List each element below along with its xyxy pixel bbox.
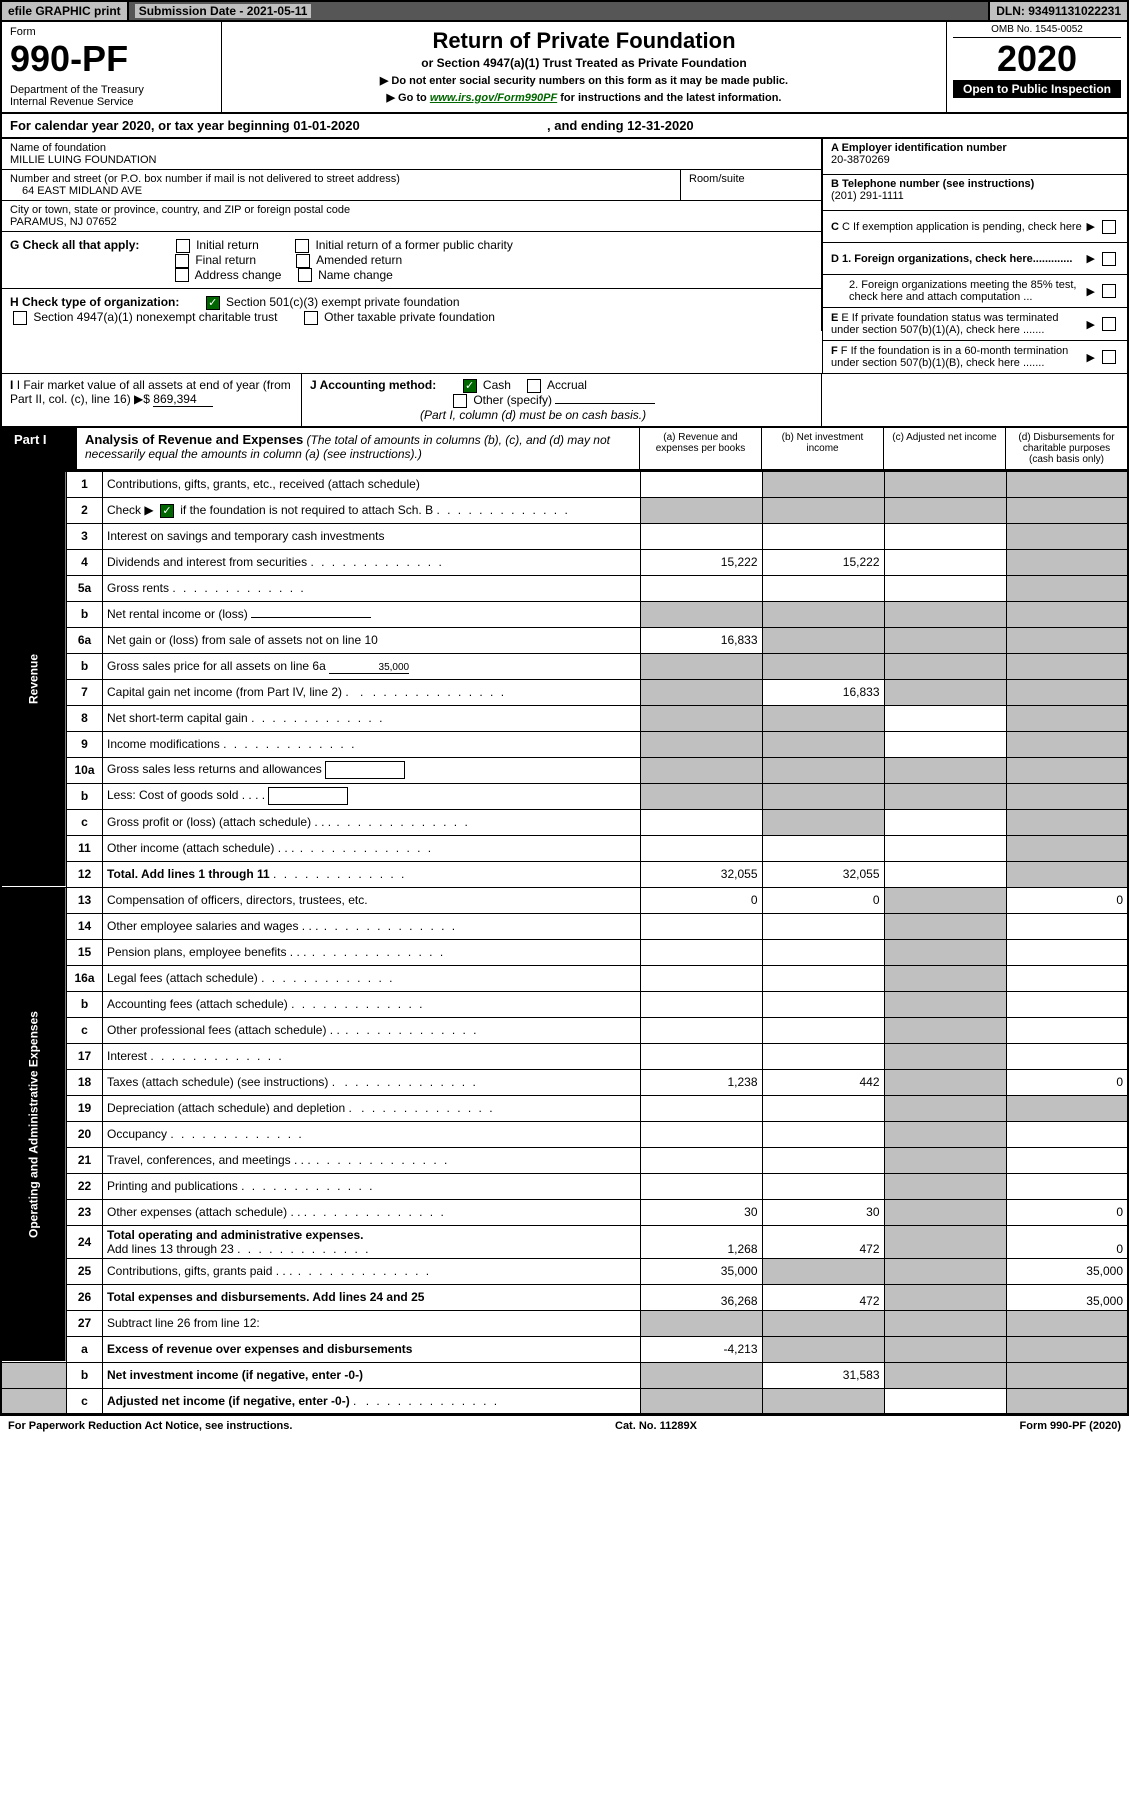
part1-table: Revenue 1Contributions, gifts, grants, e… — [0, 471, 1129, 1416]
r7-b: 16,833 — [762, 679, 884, 705]
initial-former-checkbox[interactable] — [295, 239, 309, 253]
efile-label[interactable]: efile GRAPHIC print — [2, 2, 129, 20]
c-checkbox[interactable] — [1102, 220, 1116, 234]
dln-label: DLN: 93491131022231 — [990, 2, 1127, 20]
col-a-hdr: (a) Revenue and expenses per books — [639, 428, 761, 469]
d1-checkbox[interactable] — [1102, 252, 1116, 266]
addr-cell: Number and street (or P.O. box number if… — [2, 170, 681, 201]
final-return-checkbox[interactable] — [175, 254, 189, 268]
ein-cell: A Employer identification number 20-3870… — [822, 139, 1127, 175]
street-address: 64 EAST MIDLAND AVE — [10, 185, 672, 197]
inst-2: ▶ Go to www.irs.gov/Form990PF for instru… — [232, 91, 936, 104]
d2-row: 2. Foreign organizations meeting the 85%… — [822, 275, 1127, 308]
city-state-zip: PARAMUS, NJ 07652 — [10, 216, 813, 228]
form-number: 990-PF — [10, 38, 213, 80]
cash-checkbox[interactable] — [463, 379, 477, 393]
info-right: A Employer identification number 20-3870… — [822, 139, 1127, 373]
r12-a: 32,055 — [640, 861, 762, 887]
phone-value: (201) 291-1111 — [831, 190, 904, 202]
d2-checkbox[interactable] — [1102, 284, 1116, 298]
city-cell: City or town, state or province, country… — [2, 201, 821, 232]
r12-b: 32,055 — [762, 861, 884, 887]
part1-label: Part I — [2, 428, 77, 469]
other-taxable-checkbox[interactable] — [304, 311, 318, 325]
foundation-name-cell: Name of foundation MILLIE LUING FOUNDATI… — [2, 139, 821, 170]
revenue-vlabel: Revenue — [1, 471, 67, 887]
r4-a: 15,222 — [640, 549, 762, 575]
e-row: E E If private foundation status was ter… — [822, 308, 1127, 341]
col-b-hdr: (b) Net investment income — [761, 428, 883, 469]
r4-b: 15,222 — [762, 549, 884, 575]
form-label: Form — [10, 26, 213, 38]
open-public: Open to Public Inspection — [953, 80, 1121, 98]
amended-checkbox[interactable] — [296, 254, 310, 268]
top-bar: efile GRAPHIC print Submission Date - 20… — [0, 0, 1129, 22]
section-j: J Accounting method: Cash Accrual Other … — [302, 374, 822, 426]
foundation-name: MILLIE LUING FOUNDATION — [10, 154, 813, 166]
dept-label: Department of the Treasury Internal Reve… — [10, 84, 213, 108]
section-i: I I Fair market value of all assets at e… — [2, 374, 302, 426]
d1-row: D 1. Foreign organizations, check here..… — [822, 243, 1127, 275]
col-d-hdr: (d) Disbursements for charitable purpose… — [1005, 428, 1127, 469]
e-checkbox[interactable] — [1102, 317, 1116, 331]
omb-number: OMB No. 1545-0052 — [953, 24, 1121, 38]
expenses-vlabel: Operating and Administrative Expenses — [1, 887, 67, 1362]
tax-year: 2020 — [953, 38, 1121, 80]
phone-cell: B Telephone number (see instructions) (2… — [822, 175, 1127, 211]
paperwork-notice: For Paperwork Reduction Act Notice, see … — [8, 1420, 292, 1432]
ein-value: 20-3870269 — [831, 154, 890, 166]
ij-row: I I Fair market value of all assets at e… — [0, 373, 1129, 428]
fmv-value: 869,394 — [153, 392, 213, 407]
part1-desc: Analysis of Revenue and Expenses (The to… — [77, 428, 639, 469]
f-checkbox[interactable] — [1102, 350, 1116, 364]
col-c-hdr: (c) Adjusted net income — [883, 428, 1005, 469]
r6a-a: 16,833 — [640, 627, 762, 653]
c-row: C C If exemption application is pending,… — [822, 211, 1127, 243]
section-h: H Check type of organization: Section 50… — [2, 289, 821, 331]
room-cell: Room/suite — [681, 170, 821, 201]
schb-checkbox[interactable] — [160, 504, 174, 518]
form-title: Return of Private Foundation — [232, 28, 936, 54]
subdate-text: Submission Date - 2021-05-11 — [135, 4, 312, 18]
cat-no: Cat. No. 11289X — [615, 1420, 697, 1432]
form-id-col: Form 990-PF Department of the Treasury I… — [2, 22, 222, 112]
submission-date: Submission Date - 2021-05-11 — [129, 2, 991, 20]
initial-return-checkbox[interactable] — [176, 239, 190, 253]
info-grid: Name of foundation MILLIE LUING FOUNDATI… — [0, 139, 1129, 373]
4947-checkbox[interactable] — [13, 311, 27, 325]
form-header: Form 990-PF Department of the Treasury I… — [0, 22, 1129, 114]
inst-1: ▶ Do not enter social security numbers o… — [232, 74, 936, 87]
irs-link[interactable]: www.irs.gov/Form990PF — [430, 92, 557, 104]
501c3-checkbox[interactable] — [206, 296, 220, 310]
f-row: F F If the foundation is in a 60-month t… — [822, 341, 1127, 373]
name-change-checkbox[interactable] — [298, 268, 312, 282]
form-subtitle: or Section 4947(a)(1) Trust Treated as P… — [232, 56, 936, 70]
year-col: OMB No. 1545-0052 2020 Open to Public In… — [947, 22, 1127, 112]
part1-header: Part I Analysis of Revenue and Expenses … — [0, 428, 1129, 471]
section-g: G Check all that apply: Initial return I… — [2, 232, 821, 289]
other-method-checkbox[interactable] — [453, 394, 467, 408]
column-headers: (a) Revenue and expenses per books (b) N… — [639, 428, 1127, 469]
accrual-checkbox[interactable] — [527, 379, 541, 393]
form-ref: Form 990-PF (2020) — [1020, 1420, 1121, 1432]
form-title-col: Return of Private Foundation or Section … — [222, 22, 947, 112]
calendar-year-row: For calendar year 2020, or tax year begi… — [0, 114, 1129, 139]
r6b-val: 35,000 — [329, 662, 409, 674]
address-change-checkbox[interactable] — [175, 268, 189, 282]
page-footer: For Paperwork Reduction Act Notice, see … — [0, 1415, 1129, 1436]
